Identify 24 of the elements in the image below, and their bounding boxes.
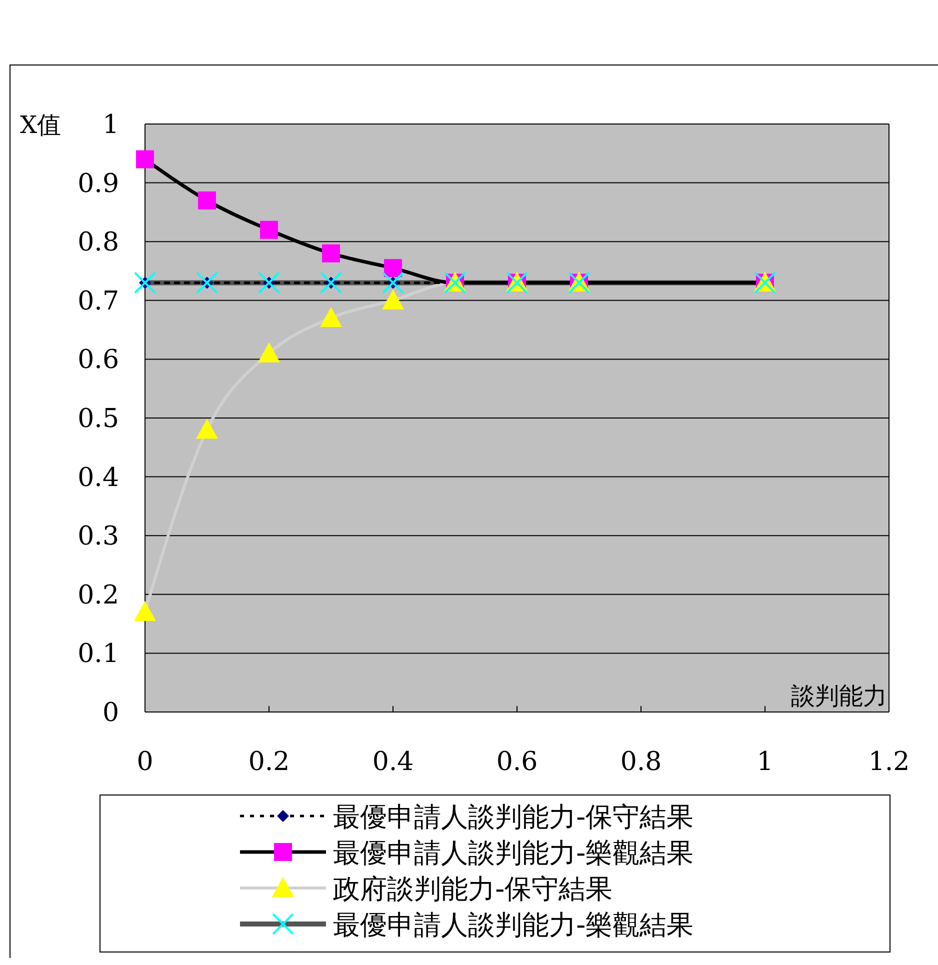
y-tick-label: 1	[102, 110, 119, 140]
y-tick-label: 0.8	[78, 228, 119, 258]
legend-label: 最優申請人談判能力-保守結果	[333, 802, 694, 833]
y-tick-label: 0.5	[78, 404, 119, 434]
y-tick-label: 0.3	[78, 522, 119, 552]
y-tick-label: 0.1	[78, 639, 119, 670]
y-tick-label: 0.9	[78, 168, 119, 199]
y-tick-label: 0.7	[78, 286, 119, 316]
x-tick-label: 0	[136, 747, 154, 777]
x-tick-label: 1.2	[868, 747, 910, 777]
x-tick-label: 0.4	[372, 747, 414, 777]
y-tick-label: 0.4	[78, 462, 119, 493]
x-tick-label: 0.2	[248, 747, 290, 777]
y-tick-label: 0.2	[78, 580, 119, 610]
x-tick-label: 0.8	[620, 747, 662, 777]
x-tick-label: 1	[756, 747, 774, 777]
y-axis-title: X值	[20, 111, 62, 139]
y-tick-label: 0	[102, 698, 119, 728]
y-tick-label: 0.6	[78, 345, 119, 376]
legend-label: 政府談判能力-保守結果	[333, 874, 613, 905]
legend-label: 最優申請人談判能力-樂觀結果	[333, 838, 694, 869]
legend-label: 最優申請人談判能力-樂觀結果	[333, 910, 694, 941]
x-tick-label: 0.6	[496, 747, 538, 777]
x-axis-title: 談判能力	[791, 682, 887, 710]
